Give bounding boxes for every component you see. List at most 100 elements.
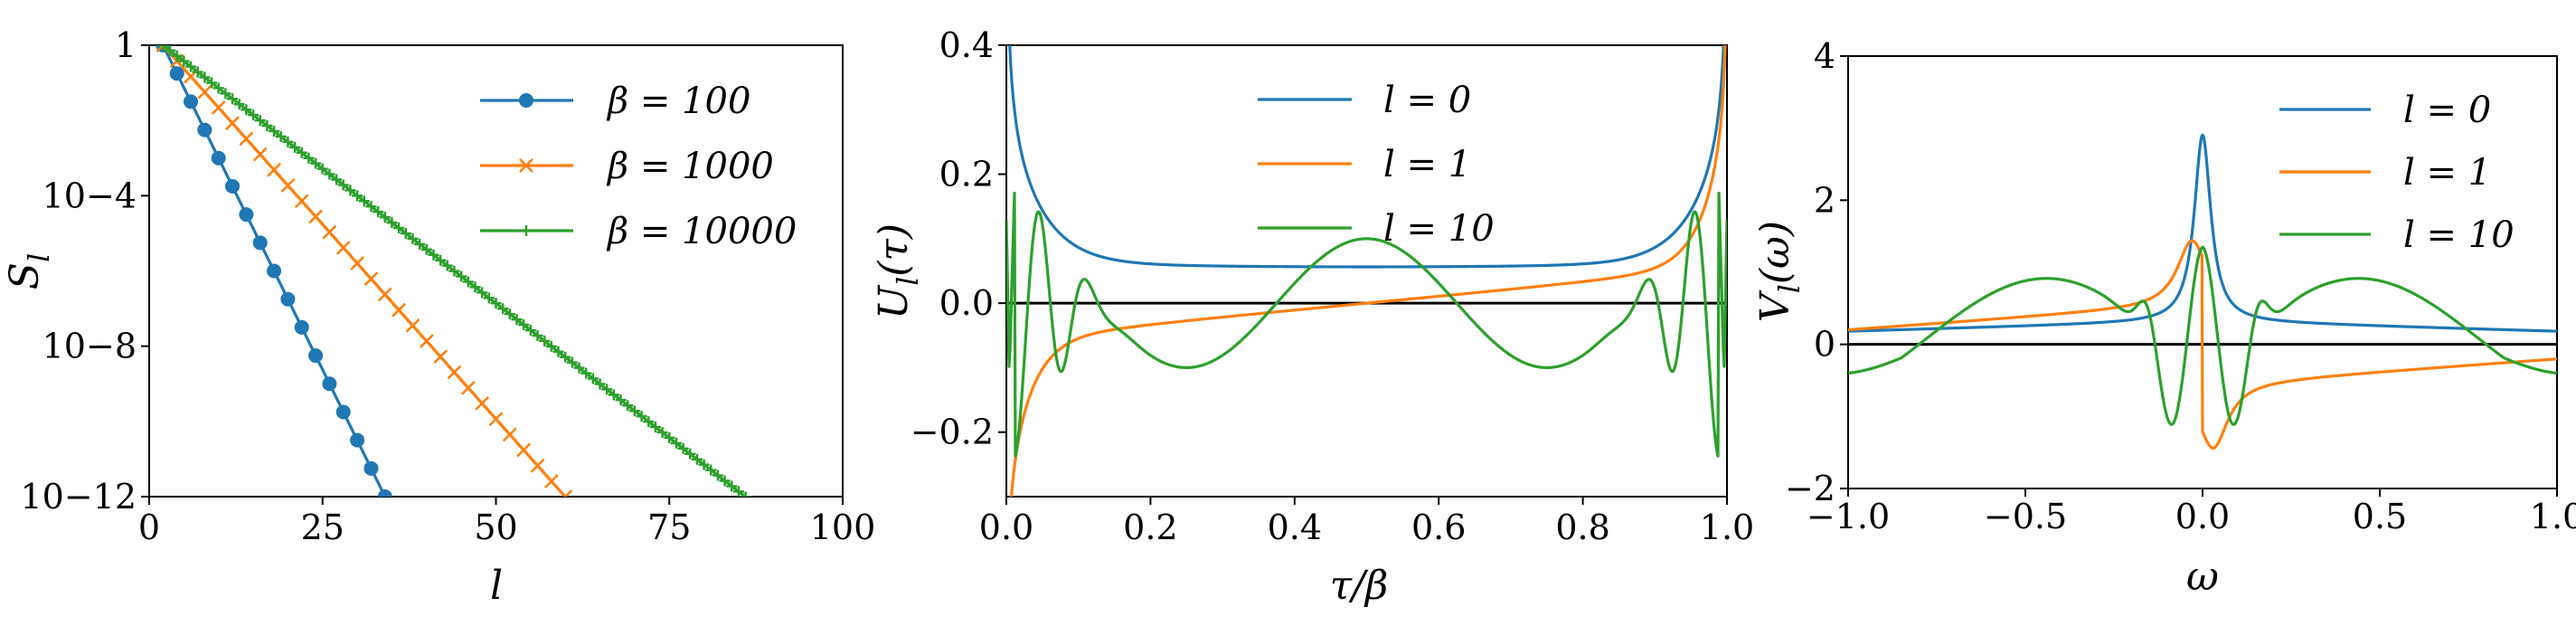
p2-xlabel: τ/β [1330, 563, 1389, 609]
p1-point-plus [441, 260, 453, 271]
p1-point-x [502, 427, 517, 442]
p1-point-x [516, 442, 532, 458]
p1-point-plus [393, 223, 405, 234]
p1-point-x [433, 349, 448, 365]
p1-point-plus [732, 486, 744, 497]
p1-point-plus [373, 206, 384, 218]
p1-point-x [225, 116, 240, 131]
p1-point-plus [524, 324, 536, 336]
p1-point-plus [511, 314, 523, 326]
p1-point-x [197, 84, 212, 100]
p1-point-circle [239, 207, 254, 223]
p1-point-plus [185, 61, 197, 72]
p1-point-plus [726, 480, 738, 492]
p1-point-x [405, 318, 420, 333]
p1-series-line [161, 45, 387, 497]
p1-point-x [267, 162, 281, 177]
p1-legend-label: β = 100 [606, 81, 750, 122]
p1-point-plus [303, 152, 315, 164]
p2-series-line [1008, 45, 1725, 269]
p2-ytick-label: −0.2 [911, 413, 994, 452]
p3-ytick-label: 4 [1814, 36, 1835, 76]
p1-point-plus [587, 373, 599, 384]
p1-point-plus [698, 459, 710, 470]
p1-point-plus [171, 50, 183, 62]
p2-legend-label: l = 0 [1383, 80, 1471, 121]
p3-legend-label: l = 1 [2403, 152, 2491, 194]
p1-ytick-label: 1 [115, 25, 137, 65]
p1-point-plus [261, 120, 273, 132]
p1-point-plus [560, 351, 571, 363]
p1-point-plus [192, 66, 203, 78]
p1-point-plus [386, 217, 398, 229]
p1-ytick-label: 10−4 [42, 175, 137, 215]
p1-point-plus [275, 130, 287, 142]
p1-point-plus [233, 99, 245, 110]
p3-series-line [1848, 245, 2557, 426]
p1-point-plus [490, 298, 502, 309]
p1-point-plus [212, 82, 224, 94]
p1-point-plus [580, 367, 592, 379]
p1-point-plus [712, 470, 723, 481]
p3-ytick-label: 0 [1814, 325, 1835, 365]
p1-legend-marker [519, 93, 533, 108]
p1-point-plus [649, 422, 661, 433]
p1-point-x [280, 178, 296, 193]
p3-ytick-label: −2 [1785, 469, 1835, 508]
p1-point-x [460, 380, 476, 395]
p1-xlabel: l [490, 563, 503, 609]
panel-u-functions: Ul(τ) τ/β 0.0 0.2 0.4 0.6 0.8 1.0 0.4 0.2 0.0 −0.… [871, 25, 1754, 609]
p3-xtick-label: 0.5 [2353, 497, 2407, 536]
p1-point-plus [504, 308, 515, 320]
p1-point-circle [350, 432, 365, 448]
p3-legend-label: l = 0 [2403, 90, 2491, 131]
p1-point-plus [664, 432, 675, 443]
p1-point-circle [335, 404, 351, 420]
p1-xtick-label: 75 [647, 507, 691, 547]
p1-point-plus [324, 168, 335, 180]
p1-point-plus [199, 71, 211, 83]
p2-legend-label: l = 1 [1383, 144, 1471, 185]
p1-point-plus [608, 389, 619, 401]
p1-point-plus [414, 238, 426, 250]
p1-point-plus [269, 125, 280, 137]
p1-point-x [239, 131, 254, 147]
p2-ytick-label: 0.4 [939, 25, 994, 65]
p1-point-plus [241, 104, 252, 116]
p1-point-x [488, 412, 504, 427]
p1-point-plus [296, 147, 307, 158]
p3-xtick-label: 0.0 [2175, 497, 2230, 536]
p1-ylabel: Sl [2, 253, 56, 289]
p1-ytick-label: 10−8 [42, 327, 137, 366]
p1-point-plus [594, 378, 606, 390]
p1-point-plus [337, 179, 349, 191]
p1-point-plus [407, 232, 419, 244]
p2-series-line [1010, 45, 1727, 497]
p3-ylabel: Vl(ω) [1752, 221, 1807, 322]
p1-point-circle [252, 235, 268, 251]
p1-point-plus [365, 201, 377, 213]
p1-point-x [363, 271, 379, 287]
p1-point-plus [352, 190, 363, 202]
p3-xtick-label: −1.0 [1807, 497, 1890, 536]
p2-xtick-label: 0.4 [1268, 507, 1322, 547]
p1-point-x [377, 287, 392, 302]
p1-point-plus [677, 442, 689, 454]
p3-ylabel-sub: l [1772, 284, 1807, 293]
p1-point-plus [636, 411, 647, 422]
p1-point-plus [331, 174, 343, 185]
p1-point-x [322, 224, 337, 240]
panel-singular-values: Sl l 0 25 50 75 100 1 10−4 10−8 10−12 β = 100 β = … [2, 25, 875, 609]
p1-point-x [308, 209, 323, 224]
p1-point-plus [615, 394, 627, 406]
p2-legend-label: l = 10 [1383, 208, 1495, 250]
p1-point-plus [628, 405, 640, 417]
p1-legend-label: β = 10000 [606, 211, 797, 252]
p1-point-circle [377, 489, 392, 497]
p3-ylabel-main: V [1752, 289, 1798, 322]
p1-point-x [530, 458, 545, 473]
p1-point-circle [267, 263, 282, 279]
p1-point-plus [254, 115, 266, 127]
p1-point-plus [643, 416, 655, 428]
